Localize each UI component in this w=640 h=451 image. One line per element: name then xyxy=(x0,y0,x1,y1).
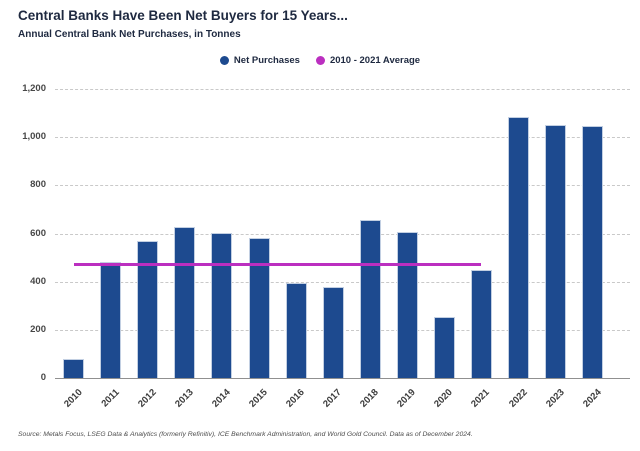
bar-2010 xyxy=(63,358,85,378)
y-tick-label-400: 400 xyxy=(30,275,46,287)
legend-item-net-purchases: Net Purchases xyxy=(219,55,300,66)
bar-2011 xyxy=(100,262,122,378)
y-tick-label-1200: 1,200 xyxy=(22,83,46,94)
x-tick-label-2010: 2010 xyxy=(61,387,85,410)
gridline-800 xyxy=(55,185,630,187)
bar-2023 xyxy=(545,124,567,378)
bar-2015 xyxy=(248,238,270,378)
bar-2024 xyxy=(582,126,604,378)
legend: Net Purchases 2010 - 2021 Average xyxy=(0,55,640,66)
average-dot-icon xyxy=(315,56,325,65)
net-purchases-dot-icon xyxy=(219,56,229,65)
bar-2020 xyxy=(433,316,455,378)
average-line xyxy=(73,262,482,266)
bar-2013 xyxy=(174,226,196,378)
gridline-1200 xyxy=(55,89,630,90)
bar-2016 xyxy=(285,282,307,378)
y-tick-label-600: 600 xyxy=(30,227,46,239)
bar-2017 xyxy=(322,286,344,378)
y-tick-label-0: 0 xyxy=(40,372,46,383)
bar-2012 xyxy=(137,240,159,378)
legend-item-average: 2010 - 2021 Average xyxy=(315,55,421,66)
chart-subtitle: Annual Central Bank Net Purchases, in To… xyxy=(18,29,241,40)
x-tick-label-2021: 2021 xyxy=(469,387,493,410)
x-tick-label-2024: 2024 xyxy=(580,387,604,410)
bar-2018 xyxy=(359,220,381,378)
bar-2021 xyxy=(470,269,492,378)
x-tick-label-2017: 2017 xyxy=(321,387,344,410)
legend-label-net-purchases: Net Purchases xyxy=(233,55,300,66)
bar-2019 xyxy=(396,232,418,378)
source-note: Source: Metals Focus, LSEG Data & Analyt… xyxy=(18,431,473,438)
x-tick-label-2013: 2013 xyxy=(172,387,196,410)
x-tick-label-2014: 2014 xyxy=(210,387,233,410)
x-tick-label-2023: 2023 xyxy=(543,387,567,410)
gridline-400 xyxy=(55,281,630,283)
x-tick-label-2018: 2018 xyxy=(358,387,382,410)
y-tick-label-800: 800 xyxy=(30,179,46,191)
x-tick-label-2022: 2022 xyxy=(506,387,530,410)
bar-2014 xyxy=(211,233,233,378)
x-tick-label-2019: 2019 xyxy=(395,387,419,410)
bar-2022 xyxy=(508,117,530,378)
chart-title: Central Banks Have Been Net Buyers for 1… xyxy=(18,8,348,23)
legend-label-average: 2010 - 2021 Average xyxy=(329,55,421,66)
x-tick-label-2012: 2012 xyxy=(135,387,159,410)
x-tick-label-2015: 2015 xyxy=(247,387,270,410)
x-axis-line xyxy=(55,378,630,379)
y-tick-label-1000: 1,000 xyxy=(22,131,46,143)
x-tick-label-2011: 2011 xyxy=(99,387,122,410)
gridline-600 xyxy=(55,233,630,235)
gridline-1000 xyxy=(55,137,630,139)
x-tick-label-2016: 2016 xyxy=(284,387,307,410)
x-tick-label-2020: 2020 xyxy=(432,387,456,410)
y-tick-label-200: 200 xyxy=(30,323,46,335)
